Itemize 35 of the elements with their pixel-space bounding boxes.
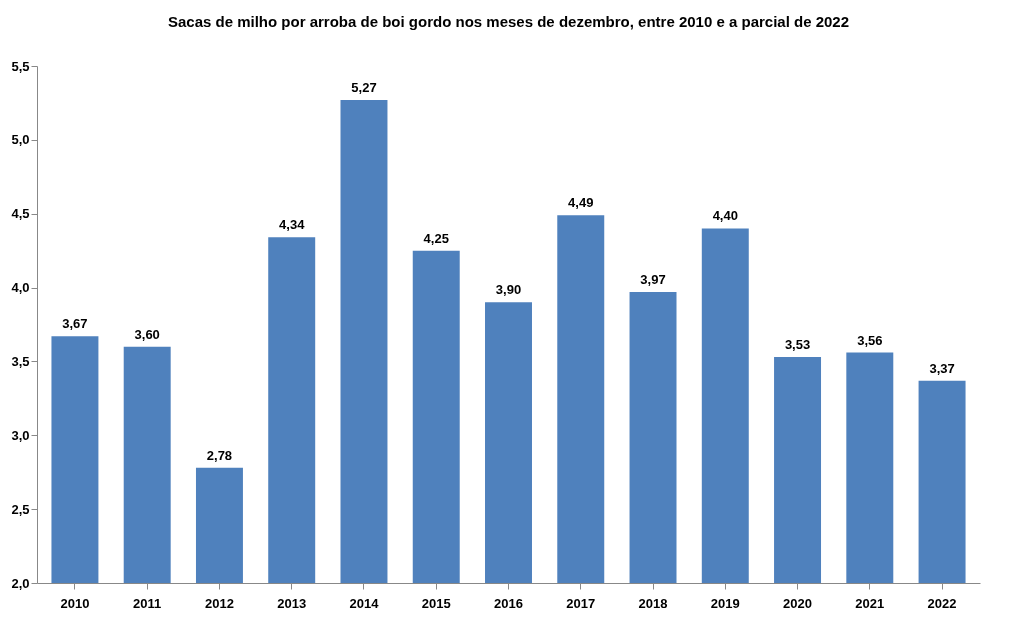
x-tick-label: 2022 (927, 595, 957, 611)
data-label: 3,60 (134, 326, 160, 342)
x-tick-label: 2018 (638, 595, 668, 611)
x-tick-label: 2015 (421, 595, 451, 611)
data-label: 3,97 (640, 272, 666, 287)
y-tick-label: 5,5 (11, 58, 30, 74)
data-label: 2,78 (206, 447, 233, 463)
y-tick-label: 4,5 (11, 206, 30, 222)
data-label: 3,37 (929, 360, 955, 376)
y-tick-label: 3,0 (11, 427, 30, 443)
x-tick-label: 2021 (855, 595, 885, 611)
y-tick-label: 5,0 (11, 132, 30, 148)
data-label: 4,49 (568, 195, 594, 211)
data-label: 3,67 (62, 316, 88, 332)
x-tick-label: 2014 (349, 595, 380, 611)
data-label: 4,25 (423, 230, 449, 246)
y-tick-label: 3,5 (11, 353, 30, 369)
x-tick-label: 2011 (133, 595, 162, 611)
data-label: 4,40 (712, 208, 738, 224)
data-label: 5,27 (351, 79, 377, 95)
y-tick-label: 2,5 (11, 501, 30, 517)
x-tick-label: 2016 (494, 595, 523, 611)
x-tick-label: 2012 (205, 595, 234, 611)
x-tick-label: 2010 (60, 595, 90, 611)
x-tick-label: 2019 (710, 595, 740, 611)
data-label: 4,34 (279, 217, 306, 233)
y-tick-label: 2,0 (11, 575, 30, 591)
y-tick-label: 4,0 (11, 280, 30, 296)
data-label: 3,53 (784, 337, 811, 352)
chart-title: Sacas de milho por arroba de boi gordo nos meses de dezembro, entre 2010 e a parcial de 2022 (167, 13, 850, 30)
x-tick-label: 2017 (566, 595, 596, 611)
x-tick-label: 2020 (783, 595, 812, 611)
data-label: 3,90 (495, 282, 522, 298)
data-label: 3,56 (857, 332, 883, 348)
x-tick-label: 2013 (277, 595, 307, 611)
